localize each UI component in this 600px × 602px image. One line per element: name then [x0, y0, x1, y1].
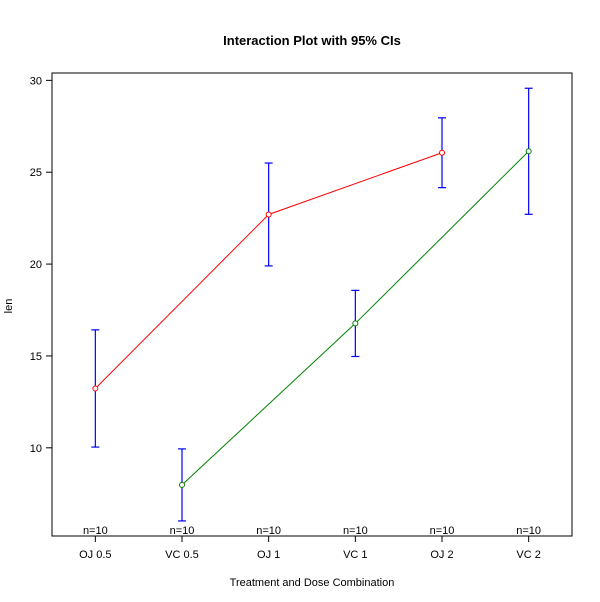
x-tick-label: OJ 2 — [430, 549, 453, 561]
x-axis: OJ 0.5 VC 0.5 OJ 1 VC 1 OJ 2 VC 2 — [79, 536, 541, 561]
data-point — [92, 385, 99, 392]
sample-size-label: n=10 — [256, 525, 281, 537]
chart-title: Interaction Plot with 95% CIs — [223, 33, 401, 48]
sample-size-labels: n=10 n=10 n=10 n=10 n=10 n=10 — [83, 525, 541, 537]
data-point — [265, 211, 272, 218]
x-tick-label: VC 2 — [516, 549, 540, 561]
x-axis-label: Treatment and Dose Combination — [230, 577, 395, 589]
sample-size-label: n=10 — [430, 525, 455, 537]
y-axis-label: len — [3, 299, 15, 314]
y-tick-label: 20 — [30, 259, 42, 271]
x-tick-label: OJ 1 — [257, 549, 280, 561]
data-point — [352, 320, 359, 327]
x-tick-label: OJ 0.5 — [79, 549, 111, 561]
data-point — [439, 149, 445, 156]
y-axis: 10 15 20 25 30 — [30, 75, 52, 455]
y-tick-label: 10 — [30, 443, 42, 455]
sample-size-label: n=10 — [516, 525, 541, 537]
sample-size-label: n=10 — [170, 525, 195, 537]
plot-area-frame — [51, 72, 573, 537]
series-lines — [94, 150, 530, 486]
y-tick-label: 15 — [30, 351, 42, 363]
confidence-interval-bars — [91, 87, 533, 522]
data-point — [179, 481, 185, 488]
mean-points — [92, 148, 532, 488]
y-tick-label: 30 — [30, 75, 42, 87]
x-tick-label: VC 0.5 — [165, 549, 199, 561]
data-point — [525, 148, 532, 155]
sample-size-label: n=10 — [83, 525, 108, 537]
sample-size-label: n=10 — [343, 525, 368, 537]
y-tick-label: 25 — [30, 167, 42, 179]
x-tick-label: VC 1 — [343, 549, 367, 561]
